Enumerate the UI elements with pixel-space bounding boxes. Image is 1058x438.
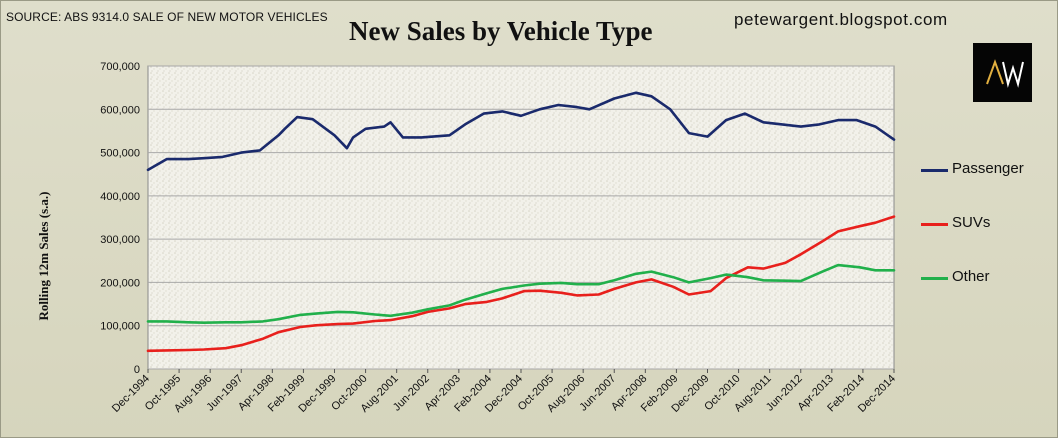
y-tick-label: 100,000 [100, 321, 140, 333]
y-tick-label: 500,000 [100, 148, 140, 160]
plot-area [147, 65, 895, 370]
aw-logo-mark [986, 59, 1024, 88]
legend-label: Other [952, 268, 990, 285]
y-tick-label: 400,000 [100, 191, 140, 203]
legend-label: Passenger [952, 160, 1024, 177]
y-tick-label: 600,000 [100, 104, 140, 116]
y-tick-labels: 0 100,000 200,000 300,000 400,000 500,000 600,… [100, 61, 140, 376]
legend-label: SUVs [952, 214, 991, 231]
site-url: petewargent.blogspot.com [734, 10, 948, 29]
series-line-suvs [146, 215, 896, 353]
series-line-other [146, 263, 896, 325]
y-tick-label: 0 [134, 364, 140, 376]
legend-swatch [921, 169, 948, 172]
series-lines [146, 91, 896, 353]
legend-swatch [921, 277, 948, 280]
series-line-passenger [146, 91, 896, 172]
chart-title: New Sales by Vehicle Type [349, 16, 653, 46]
y-tick-label: 200,000 [100, 277, 140, 289]
y-tick-label: 700,000 [100, 61, 140, 73]
x-tick-labels: Dec-1994Oct-1995Aug-1996Jun-1997Apr-1998… [110, 369, 898, 415]
legend-swatch [921, 223, 948, 226]
source-note: SOURCE: ABS 9314.0 SALE OF NEW MOTOR VEH… [6, 10, 328, 24]
aw-logo [973, 43, 1032, 102]
y-tick-label: 300,000 [100, 234, 140, 246]
